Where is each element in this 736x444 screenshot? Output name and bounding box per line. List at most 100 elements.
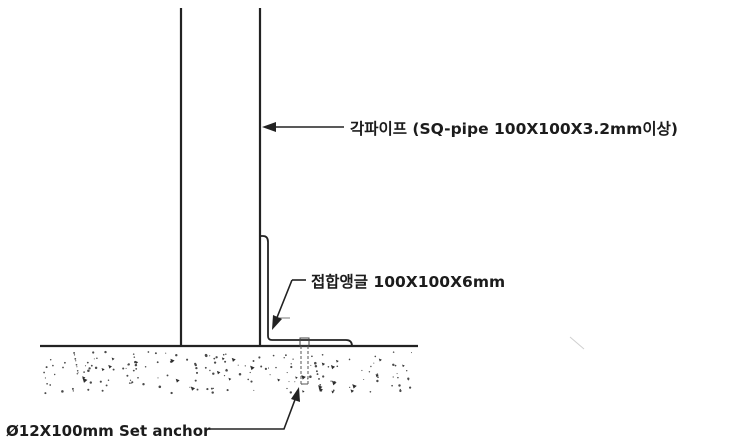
aggregate-dot bbox=[391, 384, 393, 387]
aggregate-dot bbox=[99, 380, 102, 383]
aggregate-dot bbox=[77, 372, 79, 374]
aggregate-dot bbox=[96, 357, 98, 359]
aggregate-dot bbox=[288, 381, 290, 383]
aggregate-dot bbox=[272, 354, 275, 357]
aggregate-dot bbox=[292, 358, 294, 360]
aggregate-dot bbox=[194, 363, 197, 367]
aggregate-stone bbox=[350, 389, 355, 393]
aggregate-dot bbox=[135, 367, 138, 370]
aggregate-dot bbox=[64, 361, 66, 364]
aggregate-dot bbox=[195, 366, 198, 370]
aggregate-dot bbox=[374, 355, 377, 358]
aggregate-dot bbox=[93, 358, 95, 360]
aggregate-dot bbox=[132, 353, 135, 355]
aggregate-dot bbox=[105, 384, 108, 387]
aggregate-stone bbox=[352, 384, 357, 389]
aggregate-dot bbox=[294, 381, 296, 383]
leader-anchor-line bbox=[208, 396, 297, 430]
aggregate-stone bbox=[170, 358, 175, 363]
aggregate-dot bbox=[137, 376, 139, 379]
square-pipe bbox=[179, 8, 262, 346]
aggregate-dot bbox=[134, 363, 138, 367]
aggregate-dot bbox=[156, 361, 159, 364]
aggregate-dot bbox=[44, 392, 47, 395]
aggregate-dot bbox=[94, 366, 98, 370]
aggregate-dot bbox=[376, 379, 379, 383]
aggregate-dot bbox=[61, 390, 64, 393]
aggregate-dot bbox=[84, 365, 87, 367]
aggregate-stone bbox=[231, 357, 236, 362]
aggregate-dot bbox=[128, 382, 131, 384]
aggregate-dot bbox=[290, 365, 293, 369]
leader-anchor-arrowhead bbox=[291, 387, 300, 402]
leader-pipe-arrowhead bbox=[262, 122, 276, 132]
aggregate-dot bbox=[409, 386, 412, 389]
aggregate-dot bbox=[398, 384, 401, 387]
aggregate-dot bbox=[250, 380, 253, 383]
aggregate-dot bbox=[92, 351, 95, 354]
leader-pipe bbox=[262, 122, 344, 132]
aggregate-dot bbox=[309, 375, 312, 378]
label-pipe: 각파이프 (SQ-pipe 100X100X3.2mm이상) bbox=[350, 119, 678, 138]
aggregate-dot bbox=[186, 358, 189, 361]
set-anchor bbox=[299, 337, 310, 385]
aggregate-dot bbox=[215, 356, 218, 359]
aggregate-dot bbox=[76, 366, 78, 368]
aggregate-dot bbox=[210, 387, 213, 390]
aggregate-stone bbox=[221, 357, 225, 361]
aggregate-dot bbox=[330, 380, 332, 382]
aggregate-dot bbox=[285, 354, 287, 357]
aggregate-dot bbox=[225, 353, 227, 355]
aggregate-dot bbox=[194, 379, 197, 382]
aggregate-dot bbox=[377, 376, 379, 379]
aggregate-dot bbox=[290, 363, 292, 365]
aggregate-stone bbox=[277, 378, 281, 382]
aggregate-dot bbox=[407, 379, 410, 381]
aggregate-dot bbox=[397, 376, 399, 379]
aggregate-dot bbox=[101, 389, 104, 392]
aggregate-dot bbox=[175, 354, 178, 357]
aggregate-dot bbox=[289, 391, 292, 394]
aggregate-dot bbox=[49, 358, 52, 361]
aggregate-stone bbox=[331, 390, 335, 394]
aggregate-dot bbox=[336, 365, 339, 368]
aggregate-dot bbox=[170, 391, 173, 395]
aggregate-dot bbox=[76, 373, 78, 375]
aggregate-dot bbox=[237, 364, 239, 366]
concrete-foundation bbox=[40, 344, 418, 395]
aggregate-dot bbox=[318, 377, 320, 380]
aggregate-dot bbox=[349, 386, 351, 389]
aggregate-dot bbox=[204, 353, 208, 357]
aggregate-dot bbox=[238, 372, 242, 376]
aggregate-dot bbox=[249, 371, 251, 374]
aggregate-dot bbox=[283, 357, 285, 359]
aggregate-dot bbox=[269, 374, 271, 376]
aggregate-dot bbox=[44, 377, 46, 379]
aggregate-dot bbox=[406, 370, 408, 372]
aggregate-dot bbox=[311, 355, 313, 358]
aggregate-dot bbox=[321, 353, 324, 356]
aggregate-dot bbox=[211, 391, 214, 394]
aggregate-dot bbox=[252, 360, 255, 362]
aggregate-dot bbox=[130, 382, 132, 384]
aggregate-dot bbox=[49, 384, 52, 386]
aggregate-stone bbox=[175, 378, 180, 383]
aggregate-stone bbox=[301, 375, 306, 380]
joint-angle bbox=[260, 235, 353, 347]
aggregate-dot bbox=[368, 371, 371, 373]
aggregate-dot bbox=[154, 352, 157, 355]
aggregate-dot bbox=[87, 369, 90, 372]
aggregate-stone bbox=[190, 386, 196, 391]
aggregate-dot bbox=[224, 360, 227, 363]
aggregate-dot bbox=[147, 351, 150, 353]
aggregate-dot bbox=[225, 369, 228, 372]
aggregate-dot bbox=[314, 361, 317, 365]
aggregate-dot bbox=[332, 389, 335, 392]
aggregate-stone bbox=[375, 374, 379, 378]
aggregate-dot bbox=[88, 367, 91, 370]
aggregate-dot bbox=[399, 389, 402, 393]
aggregate-stone bbox=[378, 358, 382, 362]
aggregate-stone bbox=[101, 367, 105, 372]
aggregate-dot bbox=[396, 373, 398, 375]
aggregate-stone bbox=[216, 370, 221, 375]
